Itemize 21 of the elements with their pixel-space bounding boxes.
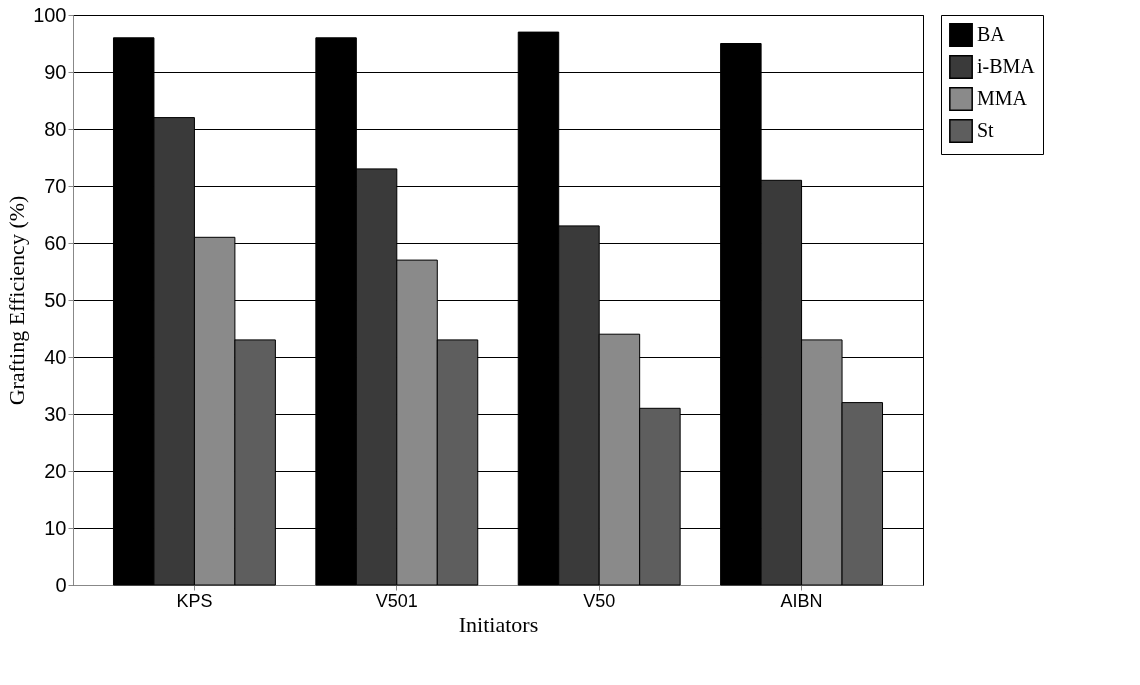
y-tick-label: 40 (44, 345, 67, 368)
legend-label: St (977, 119, 995, 141)
y-tick-label: 100 (33, 3, 67, 26)
y-tick-label: 20 (44, 459, 67, 482)
y-axis-title: Grafting Efficiency (%) (4, 195, 30, 406)
x-tick-label: AIBN (780, 590, 823, 611)
x-tick-label: KPS (176, 590, 213, 611)
legend-label: BA (977, 23, 1006, 45)
y-tick-label: 50 (44, 288, 67, 311)
legend-label: MMA (977, 87, 1028, 109)
y-tick-label: 60 (44, 231, 67, 254)
y-tick-label: 0 (55, 573, 67, 596)
y-tick-label: 90 (44, 60, 67, 83)
x-tick-label: V50 (583, 590, 616, 611)
y-tick-label: 80 (44, 117, 67, 140)
y-tick-label: 10 (44, 516, 67, 539)
y-tick-label: 70 (44, 174, 67, 197)
legend-label: i-BMA (977, 55, 1036, 77)
x-axis-title: Initiators (458, 611, 539, 637)
x-tick-label: V501 (375, 590, 418, 611)
y-tick-label: 30 (44, 402, 67, 425)
